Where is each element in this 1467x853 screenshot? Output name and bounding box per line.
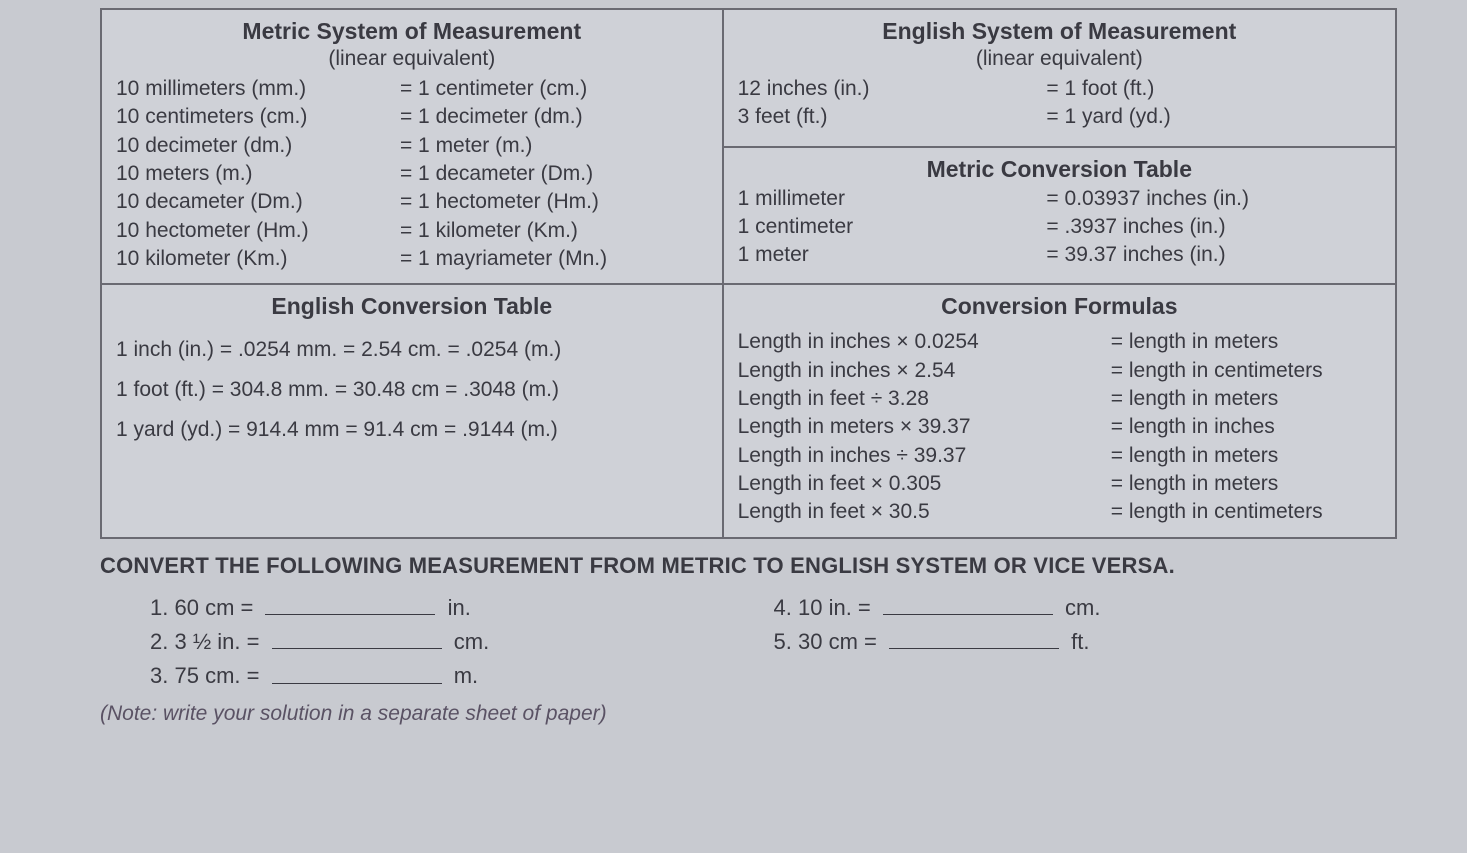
table-row: 10 meters (m.)= 1 decameter (Dm.) [116,160,708,188]
table-row: 1 millimeter= 0.03937 inches (in.) [738,185,1381,213]
question-number: 2. [150,629,168,654]
table-row: 1 centimeter= .3937 inches (in.) [738,213,1381,241]
table-row: 1 meter= 39.37 inches (in.) [738,241,1381,269]
answer-blank[interactable] [883,591,1053,615]
table-row: 10 decameter (Dm.)= 1 hectometer (Hm.) [116,188,708,216]
questions-col-2: 4. 10 in. = cm. 5. 30 cm = ft. [774,591,1398,694]
question-number: 1. [150,595,168,620]
question-unit: m. [454,664,478,689]
question-item: 1. 60 cm = in. [150,591,774,625]
english-conversion-title: English Conversion Table [116,293,708,320]
answer-blank[interactable] [265,591,435,615]
questions: 1. 60 cm = in. 2. 3 ½ in. = cm. 3. 75 cm… [100,591,1397,694]
table-row: 10 millimeters (mm.)= 1 centimeter (cm.) [116,75,708,103]
question-unit: cm. [1065,595,1100,620]
note-text: (Note: write your solution in a separate… [100,702,1397,726]
cell-metric-system: Metric System of Measurement (linear equ… [101,9,723,284]
conversion-formulas-title: Conversion Formulas [738,293,1381,320]
question-prompt: 30 cm = [798,629,877,654]
metric-system-subtitle: (linear equivalent) [116,47,708,71]
question-item: 2. 3 ½ in. = cm. [150,625,774,659]
question-item: 4. 10 in. = cm. [774,591,1398,625]
conversion-line: 1 inch (in.) = .0254 mm. = 2.54 cm. = .0… [116,330,708,370]
table-row: 12 inches (in.)= 1 foot (ft.) [738,75,1381,103]
questions-col-1: 1. 60 cm = in. 2. 3 ½ in. = cm. 3. 75 cm… [150,591,774,694]
table-row: Length in feet ÷ 3.28= length in meters [738,385,1381,413]
cell-metric-conversion: Metric Conversion Table 1 millimeter= 0.… [723,147,1396,285]
table-row: Length in meters × 39.37= length in inch… [738,413,1381,441]
question-prompt: 3 ½ in. = [174,629,259,654]
cell-conversion-formulas: Conversion Formulas Length in inches × 0… [723,284,1396,537]
reference-table: Metric System of Measurement (linear equ… [100,8,1397,539]
question-number: 5. [774,629,792,654]
metric-conversion-rows: 1 millimeter= 0.03937 inches (in.) 1 cen… [738,185,1381,270]
table-row: 10 centimeters (cm.)= 1 decimeter (dm.) [116,103,708,131]
answer-blank[interactable] [889,625,1059,649]
question-unit: in. [448,595,471,620]
metric-system-rows: 10 millimeters (mm.)= 1 centimeter (cm.)… [116,75,708,273]
conversion-line: 1 yard (yd.) = 914.4 mm = 91.4 cm = .914… [116,410,708,450]
answer-blank[interactable] [272,625,442,649]
table-row: Length in inches × 2.54= length in centi… [738,357,1381,385]
table-row: Length in feet × 0.305= length in meters [738,470,1381,498]
question-item: 5. 30 cm = ft. [774,625,1398,659]
conversion-formulas-rows: Length in inches × 0.0254= length in met… [738,328,1381,526]
table-row: 3 feet (ft.)= 1 yard (yd.) [738,103,1381,131]
conversion-line: 1 foot (ft.) = 304.8 mm. = 30.48 cm = .3… [116,370,708,410]
english-system-subtitle: (linear equivalent) [738,47,1381,71]
question-prompt: 10 in. = [798,595,871,620]
instruction-heading: CONVERT THE FOLLOWING MEASUREMENT FROM M… [100,553,1397,579]
table-row: 10 kilometer (Km.)= 1 mayriameter (Mn.) [116,245,708,273]
english-system-title: English System of Measurement [738,18,1381,45]
question-number: 3. [150,664,168,689]
table-row: Length in inches ÷ 39.37= length in mete… [738,442,1381,470]
metric-conversion-title: Metric Conversion Table [738,156,1381,183]
table-row: 10 hectometer (Hm.)= 1 kilometer (Km.) [116,217,708,245]
answer-blank[interactable] [272,659,442,683]
table-row: Length in inches × 0.0254= length in met… [738,328,1381,356]
english-system-rows: 12 inches (in.)= 1 foot (ft.) 3 feet (ft… [738,75,1381,132]
table-row: Length in feet × 30.5= length in centime… [738,498,1381,526]
question-item: 3. 75 cm. = m. [150,659,774,693]
cell-english-system: English System of Measurement (linear eq… [723,9,1396,147]
question-unit: ft. [1071,629,1089,654]
metric-system-title: Metric System of Measurement [116,18,708,45]
page: Metric System of Measurement (linear equ… [0,0,1467,736]
question-unit: cm. [454,629,489,654]
question-prompt: 75 cm. = [174,664,259,689]
question-prompt: 60 cm = [174,595,253,620]
question-number: 4. [774,595,792,620]
table-row: 10 decimeter (dm.)= 1 meter (m.) [116,132,708,160]
cell-english-conversion: English Conversion Table 1 inch (in.) = … [101,284,723,537]
